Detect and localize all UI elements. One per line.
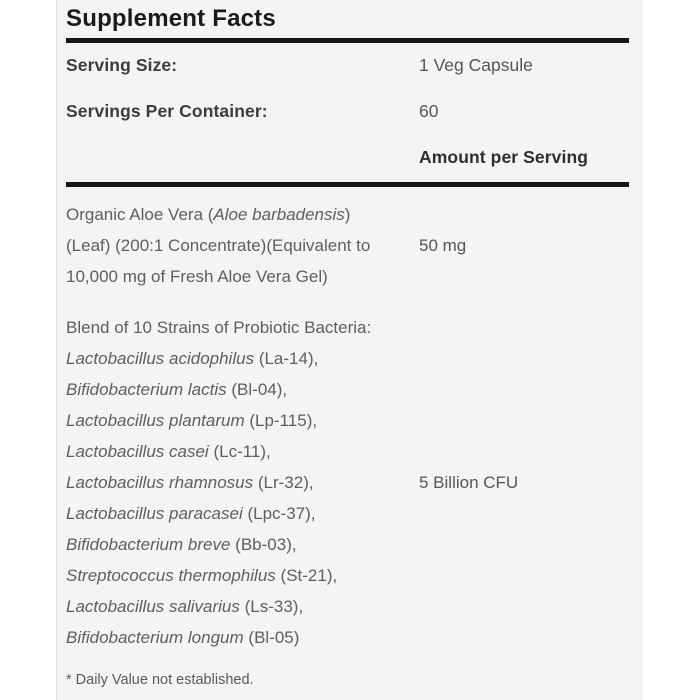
aloe-line-1: Organic Aloe Vera (Aloe barbadensis) <box>66 205 351 224</box>
daily-value-footnote: * Daily Value not established. <box>66 672 254 688</box>
servings-per-container-row: Servings Per Container: 60 <box>66 102 629 121</box>
aloe-vera-name-lines: Organic Aloe Vera (Aloe barbadensis) (Le… <box>66 199 419 292</box>
serving-size-value: 1 Veg Capsule <box>419 55 533 75</box>
mid-thick-rule <box>66 182 629 187</box>
blend-amount: 5 Billion CFU <box>419 473 519 492</box>
aloe-amount: 50 mg <box>419 236 467 255</box>
aloe-vera-ingredient-block: Organic Aloe Vera (Aloe barbadensis) (Le… <box>66 199 629 292</box>
strain-line: Bifidobacterium lactis (Bl-04), <box>66 380 288 399</box>
strain-line: Lactobacillus plantarum (Lp-115), <box>66 411 318 430</box>
supplement-facts-title: Supplement Facts <box>66 5 276 32</box>
strain-line: Lactobacillus acidophilus (La-14), <box>66 349 319 368</box>
aloe-line-2: (Leaf) (200:1 Concentrate)(Equivalent to <box>66 236 371 255</box>
strain-line: Streptococcus thermophilus (St-21), <box>66 566 338 585</box>
strain-line: Lactobacillus rhamnosus (Lr-32), <box>66 473 314 492</box>
strain-line: Lactobacillus casei (Lc-11), <box>66 442 271 461</box>
serving-size-row: Serving Size: 1 Veg Capsule <box>66 56 629 75</box>
probiotic-blend-block: Blend of 10 Strains of Probiotic Bacteri… <box>66 312 629 653</box>
servings-per-container-label: Servings Per Container: <box>66 101 268 121</box>
aloe-botanical-name: Aloe barbadensis <box>213 205 345 224</box>
aloe-line-3: 10,000 mg of Fresh Aloe Vera Gel) <box>66 267 328 286</box>
probiotic-blend-lines: Blend of 10 Strains of Probiotic Bacteri… <box>66 312 419 653</box>
top-thick-rule <box>66 38 629 43</box>
serving-size-label: Serving Size: <box>66 55 178 75</box>
strain-line: Bifidobacterium breve (Bb-03), <box>66 535 297 554</box>
amount-per-serving-row: Amount per Serving <box>66 148 629 167</box>
strain-line: Bifidobacterium longum (Bl-05) <box>66 628 300 647</box>
strain-line: Lactobacillus paracasei (Lpc-37), <box>66 504 316 523</box>
strain-line: Lactobacillus salivarius (Ls-33), <box>66 597 304 616</box>
blend-header: Blend of 10 Strains of Probiotic Bacteri… <box>66 318 372 337</box>
amount-per-serving-header: Amount per Serving <box>419 147 589 167</box>
servings-per-container-value: 60 <box>419 101 439 121</box>
supplement-facts-panel: Supplement Facts Serving Size: 1 Veg Cap… <box>56 0 642 700</box>
